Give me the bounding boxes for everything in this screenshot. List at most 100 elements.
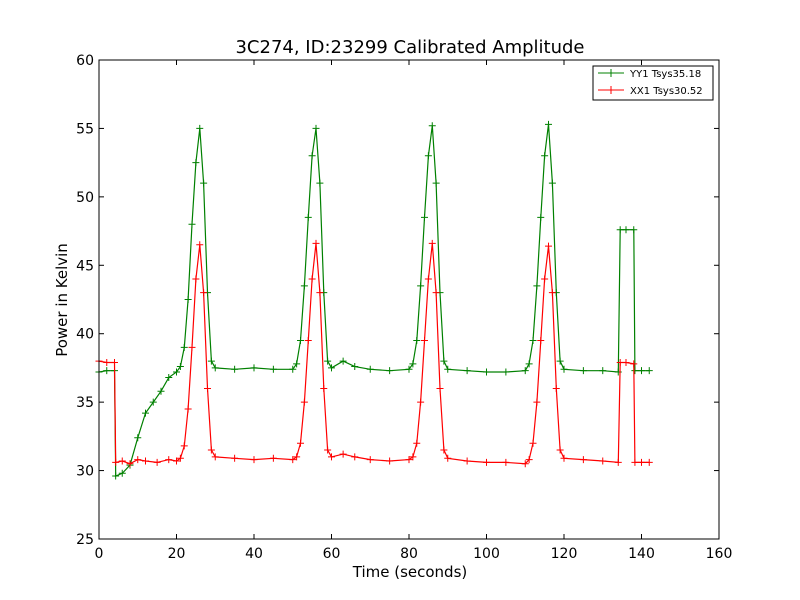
- y-tick-label: 25: [76, 532, 94, 548]
- data-point-yy1: [211, 364, 219, 372]
- legend: YY1 Tsys35.18 XX1 Tsys30.52: [592, 65, 714, 101]
- data-point-xx1: [560, 454, 568, 462]
- legend-entry-yy1: YY1 Tsys35.18: [598, 69, 701, 80]
- data-point-yy1: [304, 213, 312, 221]
- data-point-yy1: [300, 282, 308, 290]
- y-axis-ticks: 25 30 35 40 45 50 55 60: [76, 53, 719, 548]
- data-point-yy1: [173, 368, 180, 376]
- data-point-yy1: [444, 365, 452, 373]
- data-point-yy1: [599, 367, 607, 375]
- data-point-yy1: [207, 357, 215, 365]
- data-point-xx1: [432, 289, 440, 297]
- data-point-yy1: [622, 226, 630, 234]
- data-point-xx1: [142, 457, 149, 465]
- data-point-yy1: [631, 367, 639, 375]
- x-tick-label: 40: [245, 546, 263, 562]
- data-point-xx1: [440, 446, 448, 454]
- data-point-xx1: [386, 457, 394, 465]
- data-point-xx1: [250, 456, 258, 464]
- data-point-yy1: [297, 337, 304, 345]
- data-point-xx1: [428, 239, 436, 247]
- data-point-yy1: [525, 360, 533, 368]
- x-tick-label: 100: [473, 546, 500, 562]
- data-point-xx1: [126, 460, 134, 468]
- data-point-xx1: [638, 458, 645, 466]
- data-point-xx1: [421, 337, 428, 345]
- legend-label-yy1: YY1 Tsys35.18: [629, 69, 701, 80]
- data-point-yy1: [134, 434, 142, 442]
- data-point-xx1: [328, 453, 335, 461]
- data-point-yy1: [308, 152, 316, 160]
- data-point-yy1: [149, 398, 157, 406]
- data-point-yy1: [529, 337, 537, 345]
- data-point-yy1: [560, 365, 568, 373]
- data-point-xx1: [289, 456, 297, 464]
- data-point-xx1: [436, 384, 444, 392]
- data-point-xx1: [339, 450, 347, 458]
- data-point-xx1: [533, 398, 541, 406]
- data-point-xx1: [184, 405, 192, 413]
- data-point-xx1: [176, 454, 184, 462]
- chart-title: 3C274, ID:23299 Calibrated Amplitude: [235, 37, 584, 58]
- data-point-yy1: [548, 179, 556, 187]
- data-point-xx1: [541, 275, 549, 283]
- data-point-yy1: [413, 337, 421, 345]
- y-tick-label: 35: [76, 395, 94, 411]
- y-tick-label: 60: [76, 53, 94, 69]
- data-point-yy1: [638, 367, 645, 375]
- data-point-xx1: [173, 457, 180, 465]
- data-point-xx1: [112, 458, 120, 466]
- data-point-xx1: [552, 384, 560, 392]
- data-point-yy1: [157, 387, 165, 395]
- data-point-yy1: [630, 226, 638, 234]
- data-point-yy1: [312, 124, 320, 132]
- data-point-xx1: [297, 439, 304, 447]
- data-point-yy1: [269, 365, 277, 373]
- data-point-xx1: [200, 289, 208, 297]
- y-tick-label: 40: [76, 327, 94, 343]
- data-point-yy1: [483, 368, 490, 376]
- data-point-xx1: [192, 275, 200, 283]
- data-point-yy1: [192, 159, 200, 167]
- data-point-yy1: [645, 367, 653, 375]
- data-point-xx1: [211, 453, 219, 461]
- data-point-xx1: [324, 446, 332, 454]
- data-point-xx1: [424, 275, 432, 283]
- data-point-xx1: [111, 358, 118, 366]
- data-point-yy1: [250, 364, 258, 372]
- data-point-xx1: [293, 453, 301, 461]
- data-point-xx1: [165, 456, 173, 464]
- data-point-yy1: [103, 367, 111, 375]
- data-point-xx1: [545, 242, 552, 250]
- data-point-xx1: [579, 456, 587, 464]
- data-point-xx1: [599, 457, 607, 465]
- y-tick-label: 50: [76, 190, 94, 206]
- x-axis-ticks: 0 20 40 60 80 100 120 140 160: [95, 60, 732, 562]
- data-point-yy1: [463, 367, 471, 375]
- y-axis-label: Power in Kelvin: [53, 243, 71, 357]
- legend-marker-yy1: [607, 69, 615, 77]
- data-point-xx1: [153, 458, 161, 466]
- data-point-xx1: [118, 457, 126, 465]
- data-point-yy1: [293, 360, 301, 368]
- data-point-xx1: [103, 358, 111, 366]
- x-tick-label: 0: [95, 546, 104, 562]
- data-point-xx1: [196, 241, 204, 249]
- data-point-xx1: [204, 384, 211, 392]
- data-point-xx1: [351, 453, 359, 461]
- data-point-xx1: [483, 458, 490, 466]
- plot-series: [95, 120, 653, 480]
- x-tick-label: 80: [400, 546, 418, 562]
- data-point-xx1: [525, 456, 533, 464]
- data-point-yy1: [180, 343, 188, 351]
- data-point-xx1: [614, 458, 622, 466]
- data-point-yy1: [231, 365, 239, 373]
- data-point-xx1: [312, 239, 320, 247]
- legend-label-xx1: XX1 Tsys30.52: [630, 86, 703, 97]
- data-point-yy1: [417, 282, 425, 290]
- data-point-xx1: [537, 337, 545, 345]
- data-point-yy1: [579, 367, 587, 375]
- data-point-xx1: [188, 343, 196, 351]
- data-point-yy1: [502, 368, 510, 376]
